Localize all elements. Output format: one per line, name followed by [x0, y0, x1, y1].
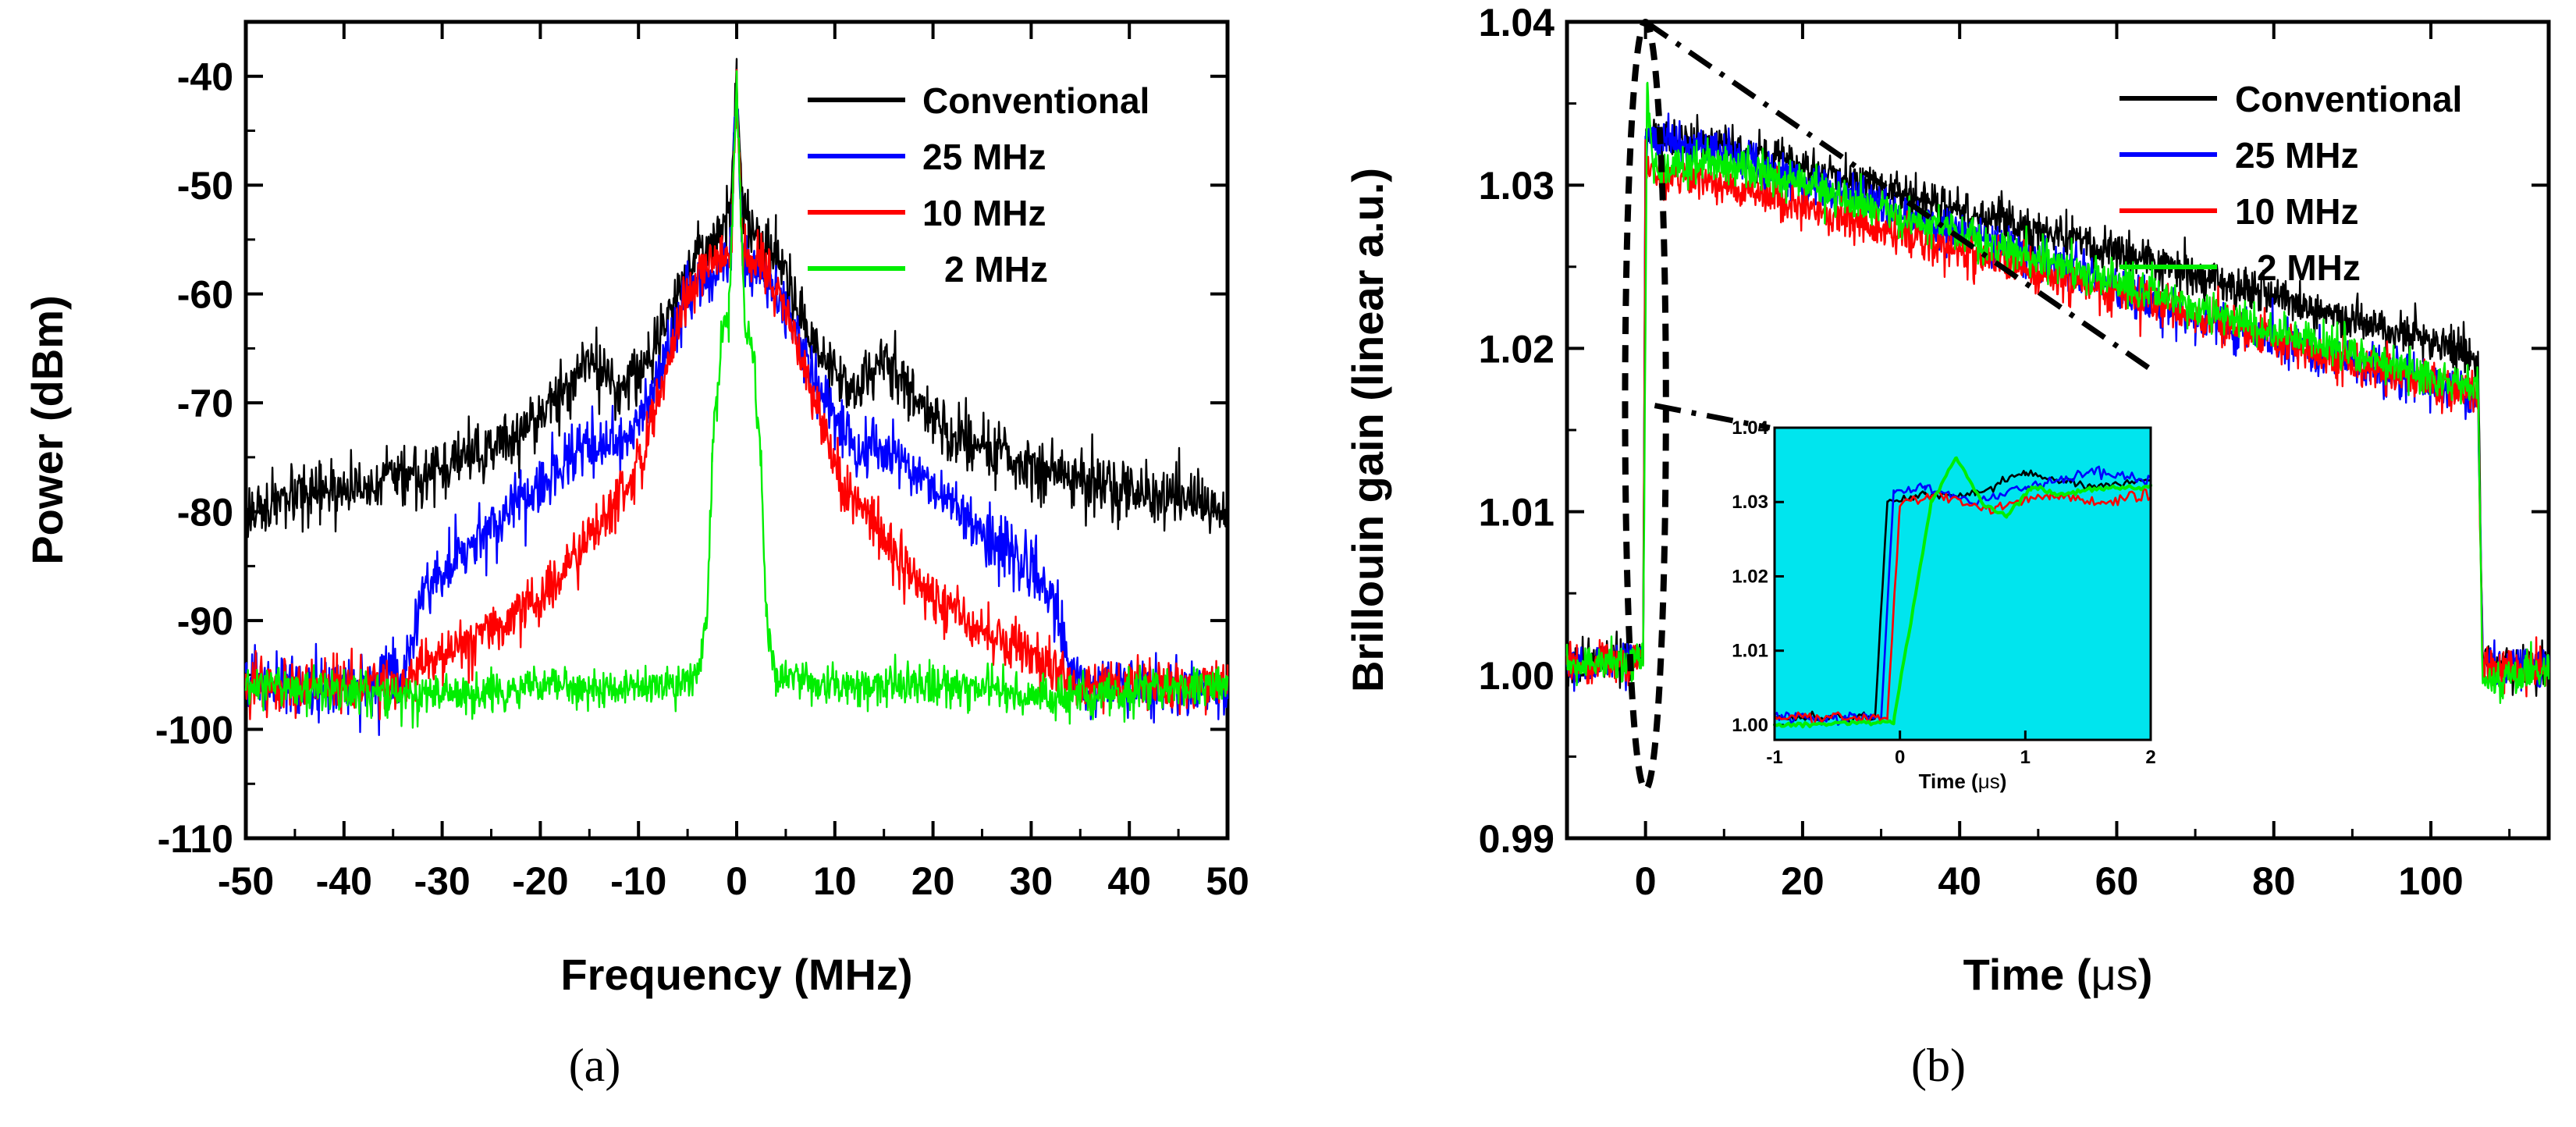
chart-b-dash-dot-connector — [1654, 403, 1771, 431]
chart-a-series-2-mhz — [244, 70, 1229, 729]
chart-a-y-tick-label: -100 — [155, 709, 233, 752]
chart-a-y-axis-title: Power (dBm) — [23, 295, 72, 564]
chart-b-x-tick-label: 80 — [2252, 859, 2296, 903]
chart-b-series-2-mhz — [1565, 81, 2550, 704]
chart-b-annotations — [1622, 19, 2158, 793]
chart-a-series-10-mhz — [244, 69, 1229, 720]
chart-b-inset-x-tick-label: 1 — [2020, 747, 2031, 768]
chart-a-x-tick-label: 0 — [726, 859, 748, 903]
chart-a-axis-ticks — [244, 20, 1229, 840]
chart-b-inset-y-tick-label: 1.03 — [1732, 492, 1768, 513]
chart-a-y-tick-label: -40 — [177, 55, 233, 99]
chart-b-series-group — [1565, 81, 2550, 704]
chart-a-series-group — [244, 58, 1229, 737]
chart-b-inset-x-tick-label: 2 — [2145, 747, 2155, 768]
chart-a: -50 -40 -30 -20 -10 0 10 20 30 40 50 -40-50-60-70-… — [23, 20, 1249, 1091]
chart-b-inset-series-10-mhz — [1773, 488, 2152, 725]
chart-a-x-tick-label: -50 — [218, 859, 274, 903]
chart-b-inset-x-tick-label: -1 — [1766, 747, 1782, 768]
chart-a-legend-label: 10 MHz — [922, 193, 1046, 233]
chart-a-y-tick-labels: -40 -50 -60 -70 -80 -90 -100 -110 — [155, 55, 233, 861]
chart-a-y-tick-label: -90 — [177, 599, 233, 643]
chart-b: 0 20 40 60 80 100 1.041.031.021.011.000.99 Co… — [1343, 1, 2551, 1091]
chart-b-y-tick-label: 1.01 — [1479, 491, 1554, 535]
chart-b-y-axis-title: Brillouin gain (linear a.u.) — [1343, 168, 1392, 692]
chart-a-x-tick-label: 30 — [1010, 859, 1053, 903]
chart-a-y-tick-label: -110 — [158, 817, 233, 861]
chart-a-legend-label: 2 MHz — [944, 249, 1048, 290]
chart-b-y-tick-label: 1.00 — [1479, 654, 1554, 698]
chart-b-y-tick-label: 1.04 — [1479, 1, 1555, 44]
chart-b-series-10-mhz — [1565, 139, 2550, 698]
chart-b-inset-y-tick-label: 1.04 — [1732, 418, 1768, 439]
chart-b-legend-label: 25 MHz — [2235, 135, 2358, 176]
chart-b-legend: Conventional 25 MHz 10 MHz 2 MHz — [2119, 79, 2462, 288]
chart-b-inset-background — [1775, 428, 2151, 740]
chart-b-inset-series-25-mhz — [1773, 465, 2152, 727]
chart-b-inset-x-tick-label: 0 — [1895, 747, 1905, 768]
chart-a-y-tick-label: -60 — [177, 273, 233, 317]
chart-a-series-25-mhz — [244, 76, 1229, 737]
chart-b-inset-x-tick-labels: -1 0 1 2 — [1766, 747, 2155, 768]
chart-b-x-tick-label: 60 — [2095, 859, 2139, 903]
chart-a-x-tick-label: -40 — [316, 859, 372, 903]
chart-a-x-axis-title: Frequency (MHz) — [560, 950, 912, 999]
chart-a-x-tick-label: 50 — [1206, 859, 1249, 903]
chart-b-y-tick-label: 0.99 — [1479, 817, 1554, 861]
chart-b-inset-y-tick-label: 1.02 — [1732, 566, 1768, 587]
chart-a-legend-label: 25 MHz — [922, 137, 1046, 177]
chart-b-inset-y-tick-label: 1.01 — [1732, 641, 1768, 662]
chart-b-x-tick-label: 40 — [1938, 859, 1981, 903]
chart-a-y-tick-label: -80 — [177, 491, 233, 535]
chart-a-x-tick-labels: -50 -40 -30 -20 -10 0 10 20 30 40 50 — [218, 859, 1249, 903]
chart-a-x-tick-label: 40 — [1107, 859, 1151, 903]
chart-b-x-tick-label: 100 — [2398, 859, 2463, 903]
chart-a-x-tick-label: 10 — [813, 859, 857, 903]
chart-b-inset-x-axis-title: Time (μs) — [1919, 770, 2007, 793]
chart-b-caption: (b) — [1911, 1040, 1966, 1091]
chart-b-inset-series-2-mhz — [1773, 456, 2152, 729]
chart-a-plot-frame — [243, 20, 1230, 841]
chart-a-x-tick-label: 20 — [911, 859, 955, 903]
chart-a-x-tick-label: -10 — [610, 859, 666, 903]
chart-b-legend-label: 2 MHz — [2257, 247, 2361, 288]
chart-b-inset-y-tick-labels: 1.04 1.03 1.02 1.01 1.00 — [1732, 418, 1768, 736]
chart-b-y-tick-label: 1.02 — [1479, 327, 1554, 371]
chart-b-y-tick-label: 1.03 — [1479, 164, 1554, 208]
chart-b-inset-frame — [1773, 426, 2152, 741]
chart-b-x-tick-labels: 0 20 40 60 80 100 — [1635, 859, 2464, 903]
chart-b-inset-y-tick-label: 1.00 — [1732, 715, 1768, 736]
chart-b-legend-label: Conventional — [2235, 79, 2462, 119]
chart-b-inset: -1 0 1 2 1.04 1.03 1.02 1.01 1.00 Time (μs) — [1732, 418, 2155, 793]
chart-a-x-tick-label: -20 — [512, 859, 568, 903]
chart-b-legend-label: 10 MHz — [2235, 191, 2358, 232]
chart-b-y-tick-labels: 1.04 1.03 1.02 1.01 1.00 0.99 — [1479, 1, 1555, 861]
chart-b-dash-dot-line — [1643, 20, 2158, 375]
chart-a-x-tick-label: -30 — [414, 859, 470, 903]
chart-a-series-conventional — [244, 58, 1229, 539]
chart-a-y-tick-label: -70 — [177, 382, 233, 425]
chart-a-y-tick-label: -50 — [177, 164, 233, 208]
chart-b-x-axis-title: Time (μs) — [1963, 950, 2153, 999]
chart-b-x-tick-label: 0 — [1635, 859, 1657, 903]
chart-b-inset-series-group — [1773, 456, 2152, 729]
chart-b-x-tick-label: 20 — [1781, 859, 1825, 903]
chart-a-legend-label: Conventional — [922, 80, 1149, 121]
chart-a-legend: Conventional 25 MHz 10 MHz 2 MHz — [808, 80, 1149, 290]
chart-a-caption: (a) — [569, 1040, 621, 1091]
